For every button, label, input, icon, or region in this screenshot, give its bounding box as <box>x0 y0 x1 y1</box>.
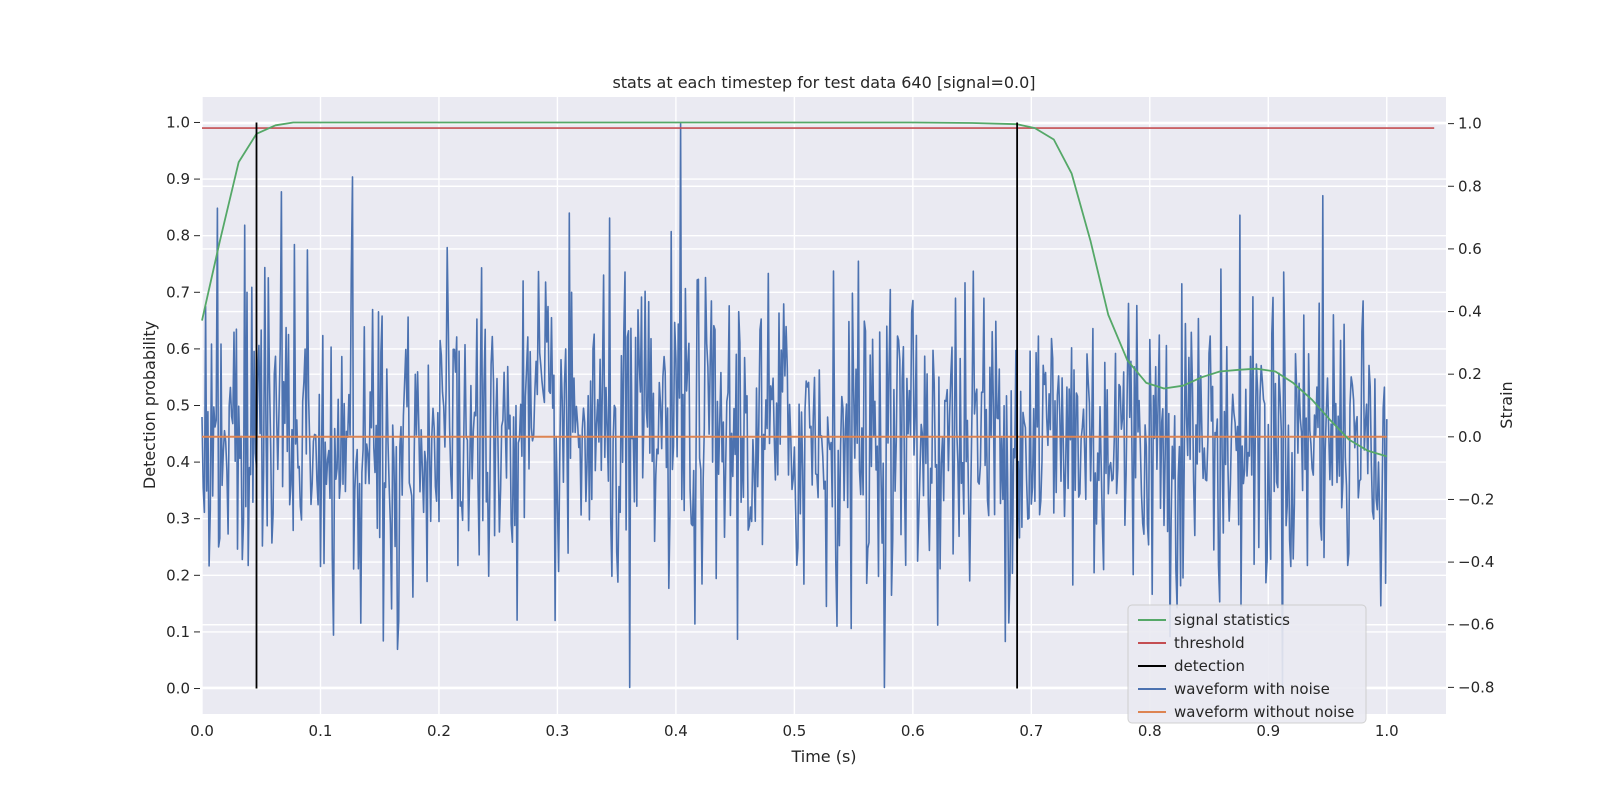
y-tick-label: 1.0 <box>166 113 190 131</box>
series-layer <box>201 121 1435 689</box>
y-tick-label: 0.1 <box>166 623 190 641</box>
legend-box <box>1127 604 1367 724</box>
y-tick-label: 0.4 <box>166 453 190 471</box>
signal-statistics-line <box>201 121 1388 458</box>
ticks: 0.0 0.1 0.2 0.3 0.4 0.5 0.6 0.7 0.8 0.9 1.0 0.0 0.1 0… <box>166 113 1494 740</box>
chart-title: stats at each timestep for test data 640… <box>612 73 1035 92</box>
x-tick-label: 1.0 <box>1375 722 1399 740</box>
y-tick-label: 0.5 <box>166 397 190 415</box>
legend-label: waveform with noise <box>1174 680 1330 698</box>
x-axis-title: Time (s) <box>790 747 856 766</box>
y2-tick-label: −0.6 <box>1458 616 1494 634</box>
y-tick-label: 0.8 <box>166 227 190 245</box>
y-tick-label: 0.9 <box>166 170 190 188</box>
x-tick-label: 0.7 <box>1019 722 1043 740</box>
y-tick-label: 0.3 <box>166 510 190 528</box>
y2-tick-label: 0.4 <box>1458 303 1482 321</box>
y2-tick-label: 0.6 <box>1458 240 1482 258</box>
x-tick-label: 0.2 <box>427 722 451 740</box>
y-tick-label: 0.2 <box>166 566 190 584</box>
y2-tick-label: −0.4 <box>1458 553 1494 571</box>
y2-tick-label: 1.0 <box>1458 115 1482 133</box>
y2-axis-title: Strain <box>1497 381 1516 428</box>
x-tick-label: 0.3 <box>545 722 569 740</box>
x-tick-label: 0.9 <box>1256 722 1280 740</box>
y2-tick-label: 0.8 <box>1458 177 1482 195</box>
y2-tick-label: 0.0 <box>1458 428 1482 446</box>
x-tick-label: 0.6 <box>901 722 925 740</box>
x-tick-label: 0.8 <box>1138 722 1162 740</box>
x-tick-label: 0.0 <box>190 722 214 740</box>
legend: signal statistics threshold detection wavef… <box>1127 604 1367 724</box>
waveform-with-noise-line <box>201 122 1388 689</box>
legend-label: waveform without noise <box>1174 703 1354 721</box>
legend-label: threshold <box>1174 634 1245 652</box>
y2-tick-label: −0.8 <box>1458 678 1494 696</box>
x-tick-label: 0.1 <box>309 722 333 740</box>
y2-tick-label: 0.2 <box>1458 365 1482 383</box>
y-tick-label: 0.6 <box>166 340 190 358</box>
x-tick-label: 0.5 <box>782 722 806 740</box>
y-tick-label: 0.0 <box>166 680 190 698</box>
legend-label: detection <box>1174 657 1245 675</box>
x-tick-label: 0.4 <box>664 722 688 740</box>
y-axis-title: Detection probability <box>140 321 159 489</box>
y2-tick-label: −0.2 <box>1458 490 1494 508</box>
y-tick-label: 0.7 <box>166 283 190 301</box>
legend-label: signal statistics <box>1174 611 1290 629</box>
